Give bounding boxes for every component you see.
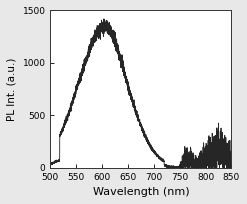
Y-axis label: PL Int. (a.u.): PL Int. (a.u.) [7, 57, 17, 121]
X-axis label: Wavelength (nm): Wavelength (nm) [93, 187, 189, 197]
